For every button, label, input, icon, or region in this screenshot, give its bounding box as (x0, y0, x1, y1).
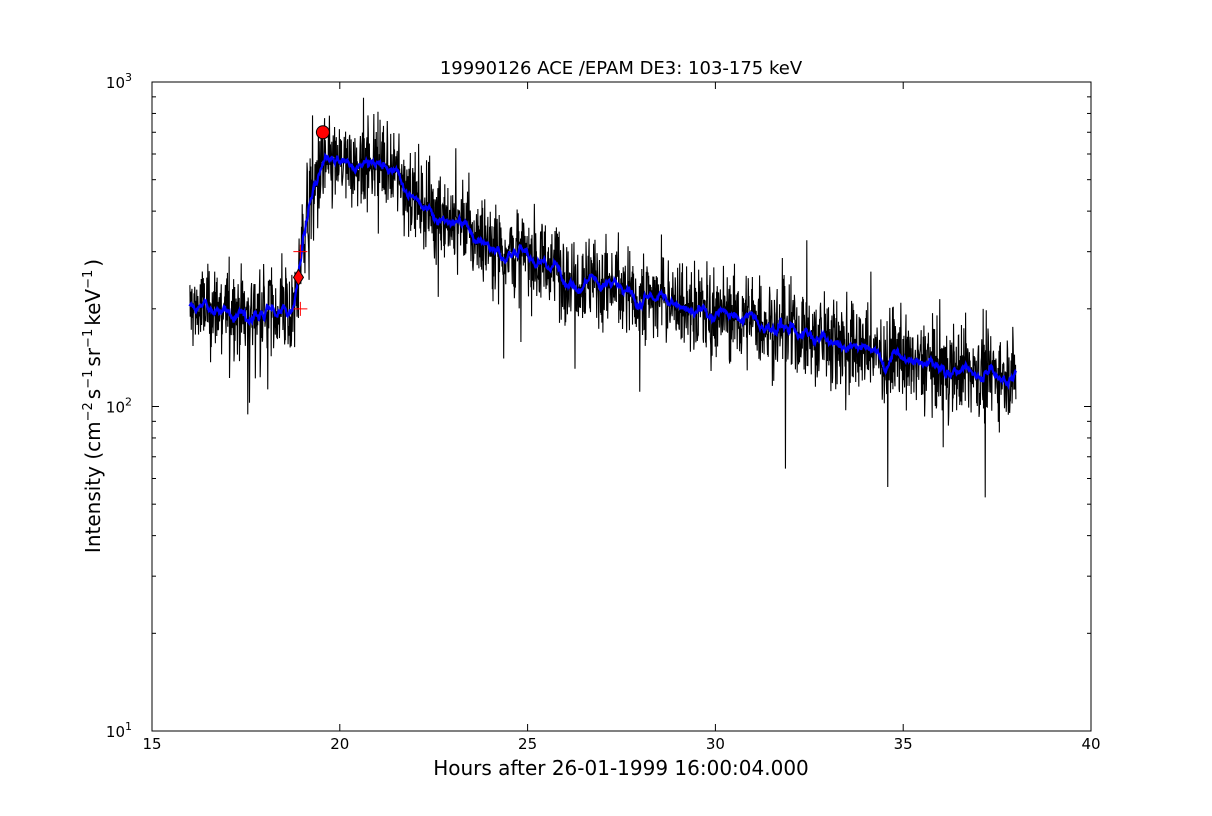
marker-layer (292, 125, 330, 316)
x-tick-label: 15 (142, 735, 161, 753)
x-tick-label: 40 (1081, 735, 1100, 753)
y-label-unit-s: s (81, 389, 105, 399)
series-layer (188, 97, 1017, 498)
x-axis-label: Hours after 26-01-1999 16:00:04.000 (433, 756, 809, 780)
y-axis-label: Intensity (cm−2s−1sr−1keV−1) (81, 259, 105, 553)
plus-marker (293, 244, 308, 259)
y-label-unit-kev: keV (81, 289, 105, 326)
y-tick-exponent: 3 (125, 71, 132, 84)
y-label-exp-4: −1 (81, 270, 96, 289)
onset-diamond-marker (292, 268, 305, 287)
y-tick-exponent: 2 (125, 396, 132, 409)
chart-title: 19990126 ACE /EPAM DE3: 103-175 keV (440, 58, 803, 79)
x-tick-label: 30 (706, 735, 725, 753)
y-tick-label: 101 (106, 720, 132, 741)
y-label-unit-sr: sr (81, 347, 105, 366)
y-tick-exponent: 1 (125, 720, 132, 733)
y-label-exp-3: −1 (81, 329, 96, 348)
y-label-exp-1: −2 (81, 402, 96, 421)
y-label-exp-2: −1 (81, 370, 96, 389)
x-tick-label: 25 (518, 735, 537, 753)
x-tick-label: 20 (330, 735, 349, 753)
y-tick-base: 10 (106, 74, 125, 92)
y-tick-base: 10 (106, 723, 125, 741)
x-tick-label: 35 (894, 735, 913, 753)
y-label-suffix: ) (81, 259, 105, 267)
peak-circle-marker (315, 125, 330, 140)
y-tick-label: 103 (106, 71, 132, 92)
y-label-prefix: Intensity (cm (81, 421, 105, 553)
plus-marker (293, 301, 308, 316)
y-tick-label: 102 (106, 396, 132, 417)
y-tick-base: 10 (106, 399, 125, 417)
x-axis: 15 20 25 30 35 40 (142, 82, 1101, 753)
smoothed-intensity-line (188, 152, 1017, 391)
